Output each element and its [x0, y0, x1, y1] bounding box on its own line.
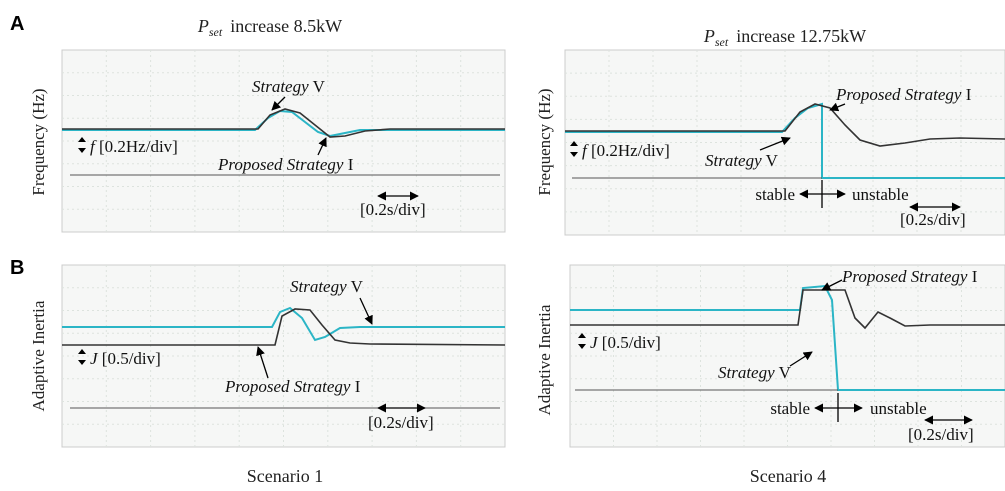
annotation: Strategy V	[718, 363, 792, 382]
caption: Scenario 4	[750, 466, 826, 486]
annotation: unstable	[870, 399, 927, 418]
y-label: Adaptive Inertia	[29, 300, 48, 411]
annotation: Proposed Strategy I	[835, 85, 972, 104]
annotation: Proposed Strategy I	[224, 377, 361, 396]
scale-label: [0.2s/div]	[908, 425, 974, 444]
figure: A B Psetincrease 8.5kW Psetincrease 12.7…	[0, 0, 1005, 491]
annotation: Strategy V	[290, 277, 364, 296]
scopes	[62, 50, 1005, 447]
scale-label: f [0.2Hz/div]	[90, 137, 178, 156]
annotation: Proposed Strategy I	[217, 155, 354, 174]
caption: Scenario 1	[247, 466, 323, 486]
panel-label: B	[10, 257, 24, 279]
annotation: stable	[770, 399, 810, 418]
annotation: Proposed Strategy I	[841, 267, 978, 286]
annotation: stable	[755, 185, 795, 204]
scale-label: [0.2s/div]	[360, 200, 426, 219]
y-label: Adaptive Inertia	[535, 304, 554, 415]
scale-label: J [0.5/div]	[590, 333, 661, 352]
scale-label: J [0.5/div]	[90, 349, 161, 368]
panel-label: A	[10, 13, 24, 35]
annotation: Strategy V	[705, 151, 779, 170]
annotation: Strategy V	[252, 77, 326, 96]
y-label: Frequency (Hz)	[535, 88, 554, 195]
scale-label: [0.2s/div]	[368, 413, 434, 432]
scale-label: [0.2s/div]	[900, 210, 966, 229]
annotation: unstable	[852, 185, 909, 204]
y-label: Frequency (Hz)	[29, 88, 48, 195]
scale-label: f [0.2Hz/div]	[582, 141, 670, 160]
